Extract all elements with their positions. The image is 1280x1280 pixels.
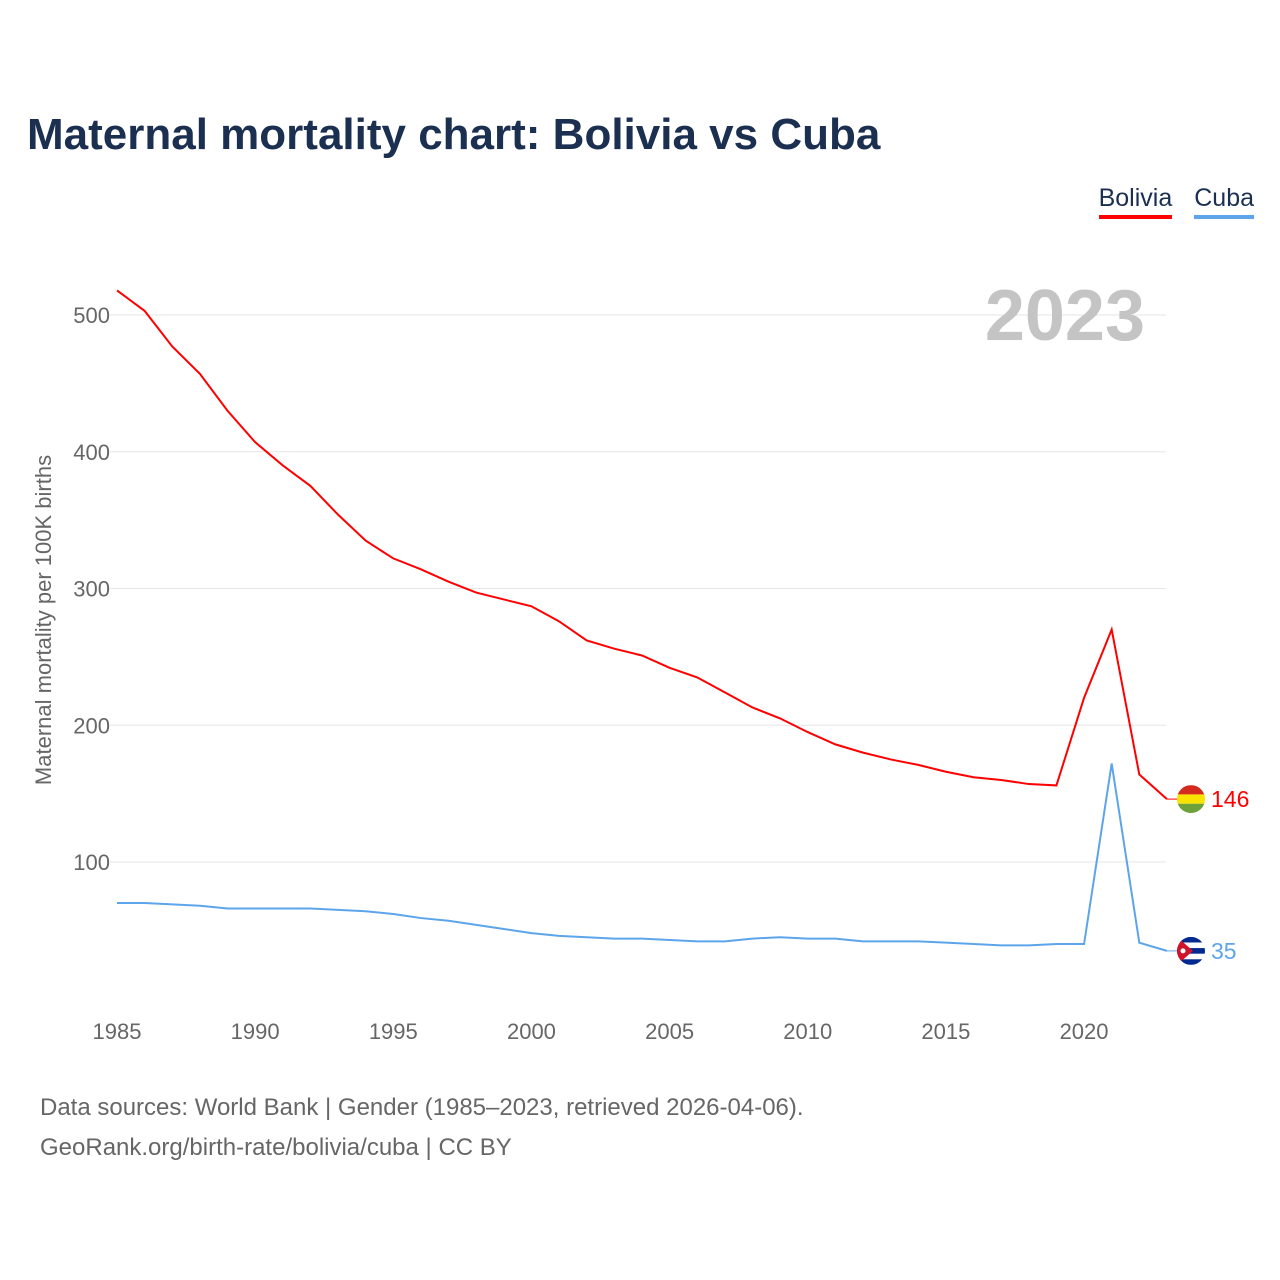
y-tick-label: 200 xyxy=(73,713,110,738)
y-tick-label: 100 xyxy=(73,850,110,875)
flag-cuba-icon xyxy=(1177,936,1205,965)
flag-bolivia-icon xyxy=(1177,785,1205,814)
series-line-cuba xyxy=(117,763,1168,952)
x-tick-label: 2010 xyxy=(783,1019,832,1044)
y-tick-label: 500 xyxy=(73,303,110,328)
source-text: Data sources: World Bank | Gender (1985–… xyxy=(40,1094,804,1121)
x-tick-label: 1990 xyxy=(231,1019,280,1044)
y-axis-label: Maternal mortality per 100K births xyxy=(31,455,56,785)
x-tick-label: 1995 xyxy=(369,1019,418,1044)
year-watermark: 2023 xyxy=(985,276,1145,356)
attribution-link[interactable]: GeoRank.org/birth-rate/bolivia/cuba | CC… xyxy=(40,1134,512,1161)
legend-item-cuba[interactable]: Cuba xyxy=(1194,184,1254,219)
chart-title: Maternal mortality chart: Bolivia vs Cub… xyxy=(27,110,881,159)
x-tick-label: 1985 xyxy=(93,1019,142,1044)
x-tick-label: 2000 xyxy=(507,1019,556,1044)
x-tick-label: 2005 xyxy=(645,1019,694,1044)
y-tick-label: 300 xyxy=(73,577,110,602)
end-value-label: 146 xyxy=(1211,786,1249,812)
legend: Bolivia Cuba xyxy=(1098,184,1254,219)
y-tick-label: 400 xyxy=(73,440,110,465)
x-tick-label: 2015 xyxy=(921,1019,970,1044)
footer: Data sources: World Bank | Gender (1985–… xyxy=(40,1088,804,1168)
end-value-label: 35 xyxy=(1211,938,1237,964)
x-tick-label: 2020 xyxy=(1060,1019,1109,1044)
legend-item-bolivia[interactable]: Bolivia xyxy=(1098,184,1173,219)
series-line-bolivia xyxy=(116,289,1168,800)
